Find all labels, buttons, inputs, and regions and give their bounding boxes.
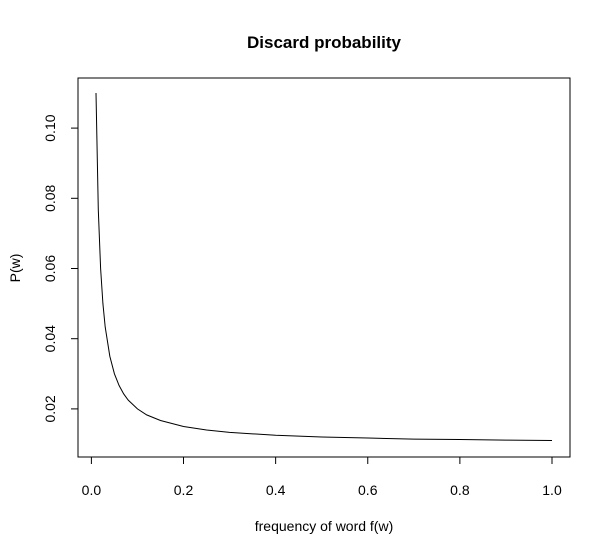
x-tick-label: 0.8: [450, 482, 470, 498]
x-tick-label: 0.2: [174, 482, 194, 498]
y-tick-label: 0.08: [42, 184, 58, 211]
x-axis: 0.0 0.2 0.4 0.6 0.8 1.0: [82, 456, 562, 498]
x-tick-label: 0.6: [358, 482, 378, 498]
series-layer: [95, 92, 553, 441]
y-tick-label: 0.10: [42, 114, 58, 141]
y-axis: 0.02 0.04 0.06 0.08 0.10: [42, 114, 79, 423]
chart-title: Discard probability: [247, 33, 402, 52]
plot-frame: [77, 77, 571, 458]
y-tick-label: 0.04: [42, 325, 58, 352]
y-axis-label: P(w): [7, 254, 23, 283]
y-tick-label: 0.06: [42, 255, 58, 282]
x-tick-label: 0.0: [82, 482, 102, 498]
x-tick-label: 1.0: [542, 482, 562, 498]
series-line: [95, 92, 553, 441]
y-tick-label: 0.02: [42, 395, 58, 422]
x-axis-label: frequency of word f(w): [255, 518, 394, 534]
x-tick-label: 0.4: [266, 482, 286, 498]
